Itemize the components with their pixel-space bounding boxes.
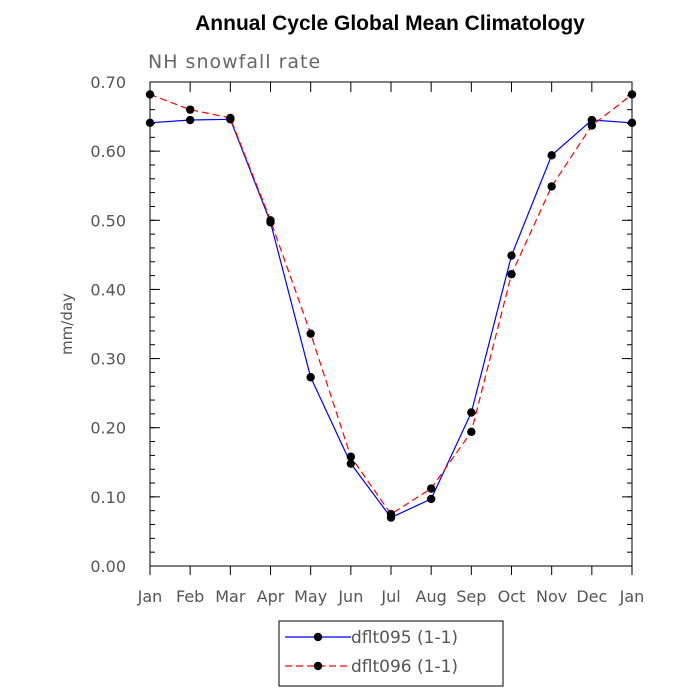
data-point-series-2 [547,182,556,191]
legend-label-1: dflt095 (1-1) [351,628,458,648]
minor-ticks [150,81,632,567]
data-point-series-1 [306,373,315,382]
y-tick-label: 0.10 [90,488,126,507]
legend-box [278,620,504,687]
x-tick-label: Oct [498,587,526,606]
data-point-series-2 [266,216,275,225]
data-point-series-2 [226,113,235,123]
x-tick-label: Dec [576,587,607,606]
data-point-series-2 [185,105,195,114]
x-tick-label: Feb [176,587,204,606]
data-point-series-1 [426,494,436,504]
series-line-1 [149,118,633,519]
y-tick-label: 0.60 [90,142,126,161]
x-tick-label: May [294,587,327,606]
data-point-series-1 [547,151,556,160]
data-point-series-2 [467,427,476,437]
x-tick-label: Nov [536,587,567,606]
x-tick-label: Jul [380,587,400,606]
data-point-series-1 [467,408,476,417]
data-point-series-2 [306,329,315,338]
x-tick-label: Apr [257,587,285,606]
data-point-series-2 [386,509,396,519]
data-point-series-1 [185,115,195,125]
data-point-series-2 [145,90,155,99]
y-tick-label: 0.40 [90,280,126,299]
data-point-series-1 [145,118,155,127]
y-tick-label: 0.00 [90,557,126,576]
legend: dflt095 (1-1) dflt096 (1-1) [278,620,504,687]
data-point-series-2 [426,484,436,493]
x-axis: Jan Feb Mar Apr May Jun Jul Aug Sep Oct Nov Dec Jan [137,82,645,606]
legend-marker-1 [313,632,323,642]
y-tick-label: 0.20 [90,419,126,438]
plot-frame [149,81,633,567]
y-tick-label: 0.30 [90,350,126,369]
x-tick-label: Aug [416,587,447,606]
legend-label-2: dflt096 (1-1) [351,657,458,677]
x-tick-label: Sep [456,587,486,606]
data-point-series-2 [627,90,637,99]
chart-subtitle: NH snowfall rate [148,51,321,73]
data-point-series-1 [346,459,356,468]
y-tick-label: 0.50 [90,211,126,230]
data-point-series-1 [507,251,516,260]
data-point-series-2 [587,121,597,130]
y-axis: 0.00 0.10 0.20 0.30 0.40 0.50 0.60 0.70 [90,73,632,576]
data-point-series-1 [627,118,637,127]
x-tick-label: Mar [215,587,246,606]
x-tick-label: Jan [619,587,645,606]
series-layer [145,90,637,522]
x-tick-label: Jan [137,587,163,606]
data-point-series-2 [507,270,516,279]
chart-title: Annual Cycle Global Mean Climatology [195,12,585,35]
x-tick-label: Jun [337,587,363,606]
series-line-2 [149,93,633,515]
data-point-series-2 [346,452,356,461]
legend-marker-2 [313,661,323,671]
y-axis-label: mm/day [58,293,76,355]
y-tick-label: 0.70 [90,73,126,92]
